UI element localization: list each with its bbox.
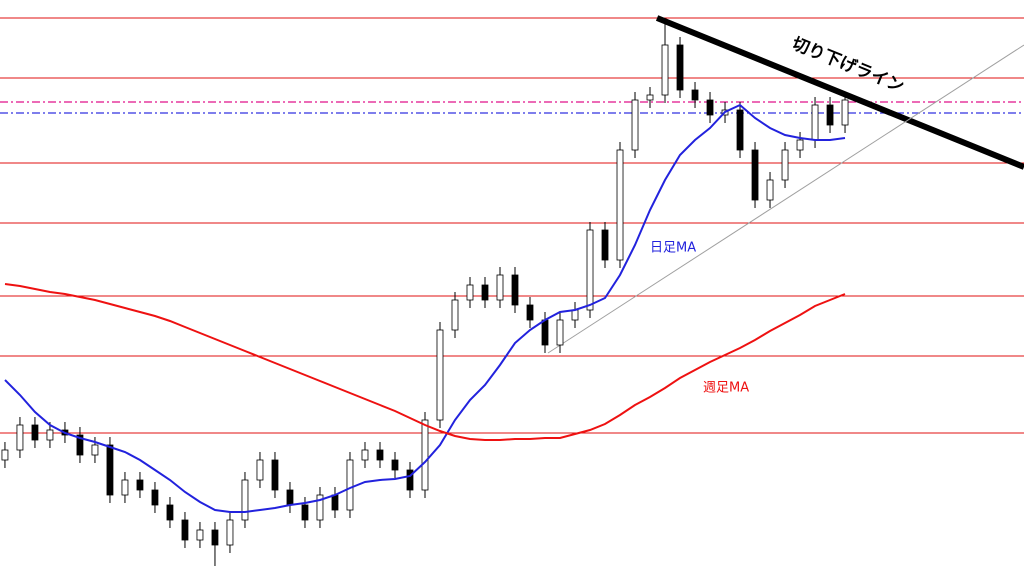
candle-body [31,424,39,441]
candle-body [481,284,489,301]
candle-body [121,479,129,496]
candle-body [181,519,189,541]
candle-body [601,229,609,261]
candle-body [751,149,759,201]
ma-label: 日足MA [650,241,696,256]
candle-body [646,94,654,101]
candle-body [211,529,219,546]
candle-body [706,99,714,116]
candle-body [781,149,789,181]
candle-body [691,89,699,101]
candle-body [826,104,834,126]
candle-body [421,419,429,491]
candle-body [316,494,324,521]
candle-body [106,444,114,496]
support-line [547,44,1024,354]
candle-body [676,44,684,91]
candle-body [16,424,24,451]
candle-body [331,494,339,511]
candle-body [256,459,264,481]
candle-body [361,449,369,461]
candle-body [841,99,849,126]
candle-body [346,459,354,511]
moving-average [4,103,846,513]
candle-body [136,479,144,491]
candle-body [301,504,309,521]
candle-body [226,519,234,546]
resistance-line [655,15,1024,170]
candle-body [586,229,594,311]
candle-body [631,99,639,151]
candle-body [376,449,384,461]
candle-body [241,479,249,521]
trendline-label: 切り下げライン [789,34,907,97]
candle-body [541,319,549,346]
candle-body [766,179,774,201]
candle-body [571,309,579,321]
candle-body [91,444,99,456]
candle-body [286,489,294,506]
ma-label: 週足MA [703,381,749,396]
candle-body [391,459,399,471]
candle-body [811,104,819,141]
moving-average [4,283,846,441]
candle-body [526,304,534,321]
candle-body [511,274,519,306]
candle-body [271,459,279,491]
candle-body [151,489,159,506]
candle-body [166,504,174,521]
candle-body [436,329,444,421]
candle-body [616,149,624,261]
candle-body [466,284,474,301]
candle-body [406,469,414,491]
candle-body [661,44,669,96]
candle-body [736,109,744,151]
candle-body [1,449,9,461]
candle-body [556,319,564,346]
candle-body [76,434,84,456]
candle-body [451,299,459,331]
candle-body [496,274,504,301]
candle-body [46,429,54,441]
candle-body [196,529,204,541]
candle-body [796,139,804,151]
